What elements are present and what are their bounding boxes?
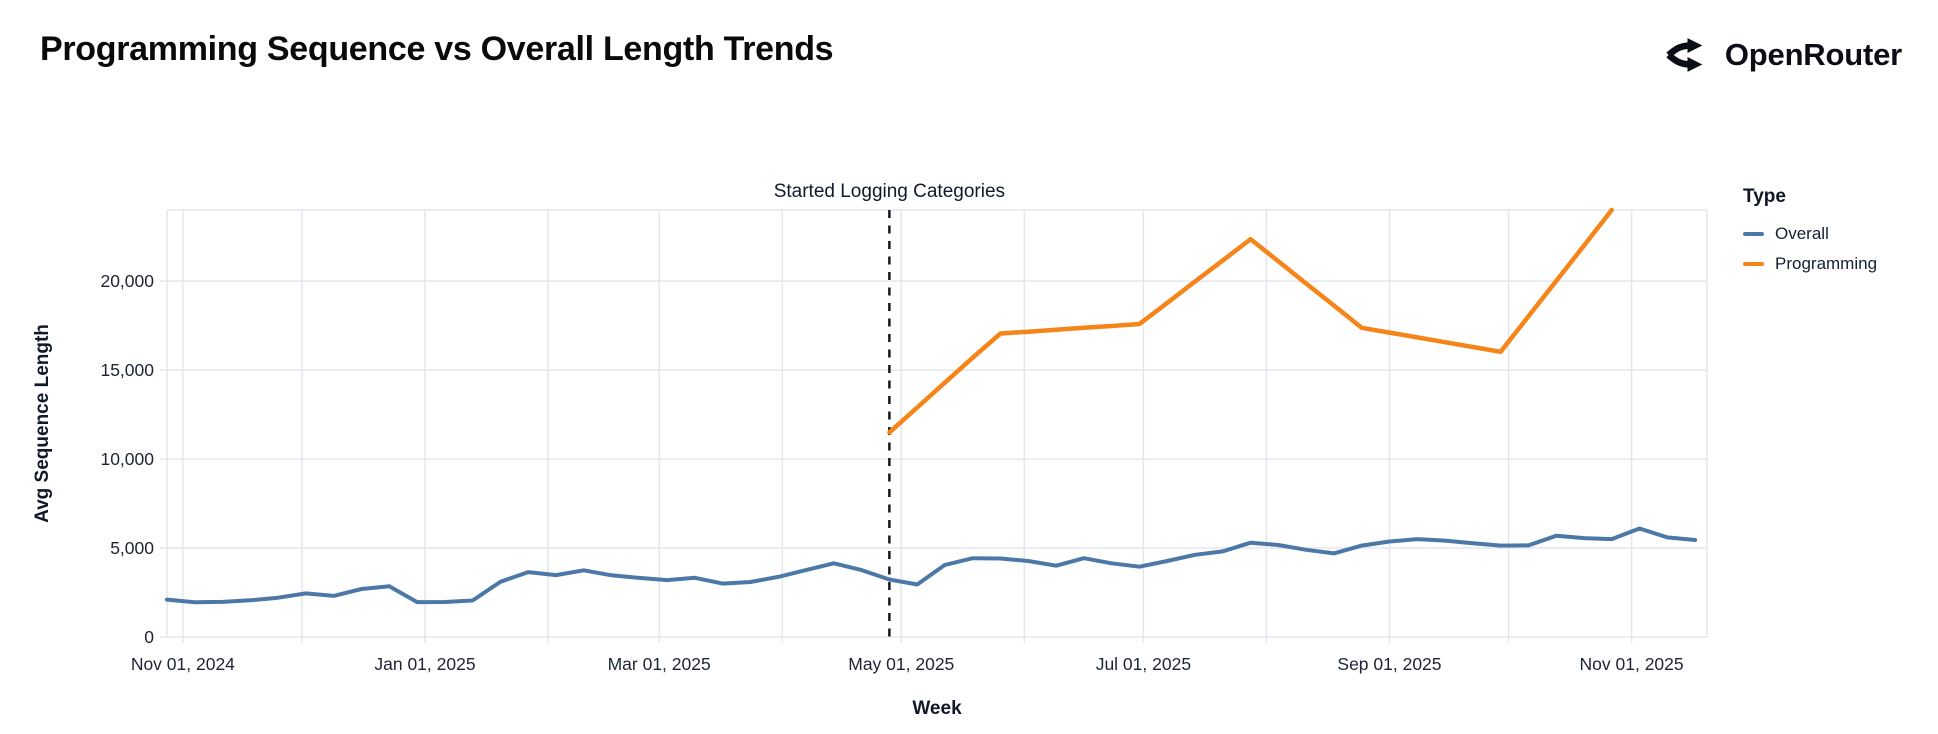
x-axis-title: Week <box>912 698 962 719</box>
overall-swatch <box>1743 231 1764 237</box>
x-tick-label: Jan 01, 2025 <box>374 654 475 674</box>
legend-label-overall: Overall <box>1775 224 1829 243</box>
legend-item-overall: Overall <box>1743 224 1877 244</box>
x-tick-label: May 01, 2025 <box>848 654 954 674</box>
brand-name: OpenRouter <box>1724 37 1902 72</box>
legend-title: Type <box>1743 186 1786 207</box>
openrouter-logo-icon <box>1666 38 1703 72</box>
legend-item-programming: Programming <box>1743 254 1877 274</box>
legend-label-programming: Programming <box>1775 254 1878 273</box>
y-tick-label: 15,000 <box>100 360 154 380</box>
overall-line <box>165 526 1698 605</box>
x-tick-label: Mar 01, 2025 <box>608 654 711 674</box>
x-tick-label: Nov 01, 2024 <box>131 654 235 674</box>
brand-logo: OpenRouter <box>1665 32 1902 78</box>
y-tick-label: 20,000 <box>100 271 154 291</box>
y-tick-label: 5,000 <box>110 538 154 558</box>
y-tick-label: 0 <box>144 627 154 647</box>
page-title: Programming Sequence vs Overall Length T… <box>40 30 834 68</box>
programming-swatch <box>1743 261 1764 267</box>
programming-line <box>887 207 1614 435</box>
x-tick-label: Jul 01, 2025 <box>1096 654 1191 674</box>
y-tick-label: 10,000 <box>100 449 154 469</box>
x-tick-label: Sep 01, 2025 <box>1337 654 1441 674</box>
annotation-label: Started Logging Categories <box>774 181 1005 202</box>
x-tick-label: Nov 01, 2025 <box>1580 654 1684 674</box>
y-axis-title: Avg Sequence Length <box>32 324 53 523</box>
legend: Type Overall Programming <box>1743 186 1877 284</box>
